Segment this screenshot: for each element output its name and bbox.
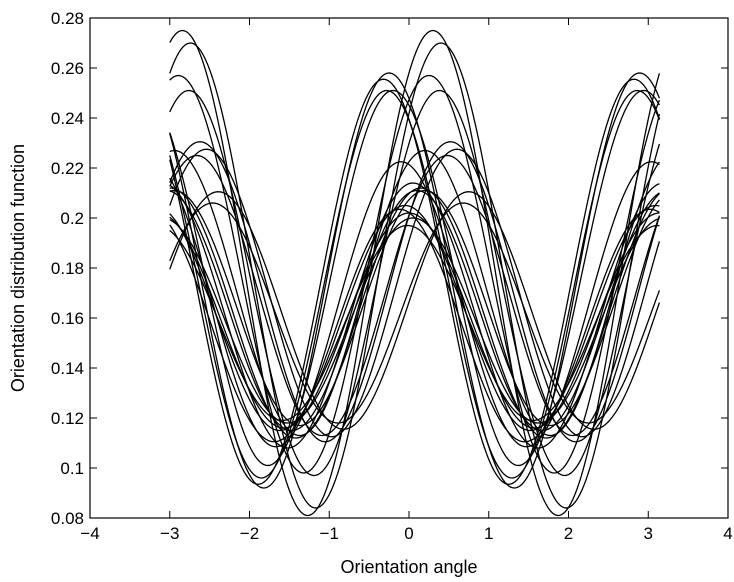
y-axis-label: Orientation distribution function [8, 144, 28, 392]
y-tick-label: 0.22 [51, 159, 84, 178]
x-tick-label: 4 [723, 524, 732, 543]
y-tick-label: 0.12 [51, 409, 84, 428]
x-tick-label: 2 [564, 524, 573, 543]
y-tick-label: 0.28 [51, 9, 84, 28]
series-line-6 [169, 89, 660, 467]
x-tick-label: 1 [484, 524, 493, 543]
y-tick-labels: 0.08 0.1 0.12 0.14 0.16 0.18 0.2 0.22 0.24 0.26 0.… [51, 9, 84, 528]
series-line-18 [169, 189, 660, 432]
y-tick-label: 0.08 [51, 509, 84, 528]
series-line-20 [169, 161, 660, 448]
x-tick-label: −4 [80, 524, 99, 543]
x-tick-label: −3 [160, 524, 179, 543]
y-tick-label: 0.26 [51, 59, 84, 78]
y-tick-label: 0.14 [51, 359, 84, 378]
series-line-16 [169, 217, 660, 424]
x-tick-label: −2 [240, 524, 259, 543]
y-tick-label: 0.24 [51, 109, 84, 128]
x-axis-label: Orientation angle [340, 557, 477, 577]
series-group [169, 29, 661, 517]
series-line-7 [169, 89, 661, 479]
x-tick-label: 0 [404, 524, 413, 543]
series-line-2 [169, 74, 661, 474]
y-tick-label: 0.2 [60, 209, 84, 228]
series-line-3 [169, 89, 661, 477]
series-line-13 [169, 212, 660, 429]
y-tick-label: 0.18 [51, 259, 84, 278]
series-line-10 [169, 154, 661, 437]
series-line-19 [169, 182, 660, 449]
x-tick-labels: −4 −3 −2 −1 0 1 2 3 4 [80, 524, 732, 543]
x-tick-label: 3 [644, 524, 653, 543]
series-line-21 [169, 189, 660, 427]
y-tick-label: 0.16 [51, 309, 84, 328]
series-line-14 [169, 187, 660, 439]
x-tick-label: −1 [320, 524, 339, 543]
series-line-23 [169, 224, 660, 422]
series-line-17 [169, 204, 660, 432]
series-line-0 [169, 29, 661, 517]
series-line-12 [169, 202, 661, 424]
tick-group [89, 17, 729, 519]
series-line-22 [169, 149, 660, 437]
y-tick-label: 0.1 [60, 459, 84, 478]
series-line-4 [169, 72, 661, 489]
